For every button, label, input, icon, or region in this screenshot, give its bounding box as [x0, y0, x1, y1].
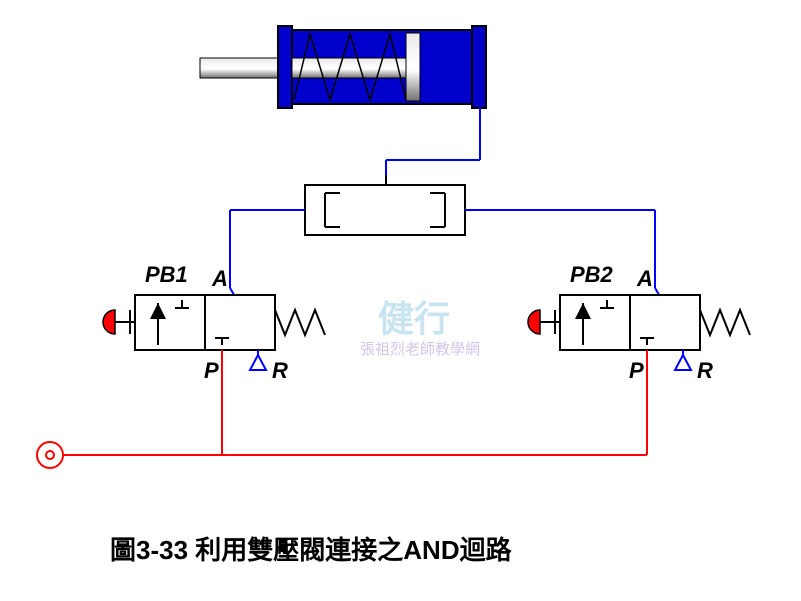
- label-r2: R: [697, 358, 713, 384]
- watermark-sub: 張祖烈老師教學網: [360, 338, 480, 359]
- label-p2: P: [629, 358, 644, 384]
- label-r1: R: [272, 358, 288, 384]
- pneumatic-cylinder: [200, 26, 486, 108]
- label-p1: P: [204, 358, 219, 384]
- label-pb1: PB1: [145, 262, 188, 288]
- label-pb2: PB2: [570, 262, 613, 288]
- label-a1: A: [212, 266, 228, 292]
- label-a2: A: [637, 266, 653, 292]
- watermark-main: 健行: [378, 290, 450, 342]
- figure-caption: 圖3-33 利用雙壓閥連接之AND迴路: [110, 530, 512, 567]
- red-supply-lines: [37, 350, 647, 468]
- pneumatic-and-circuit-diagram: PB1 A P R PB2 A P R 健行 張祖烈老師教學網 圖3-33 利用…: [0, 0, 801, 601]
- and-valve: [305, 175, 465, 235]
